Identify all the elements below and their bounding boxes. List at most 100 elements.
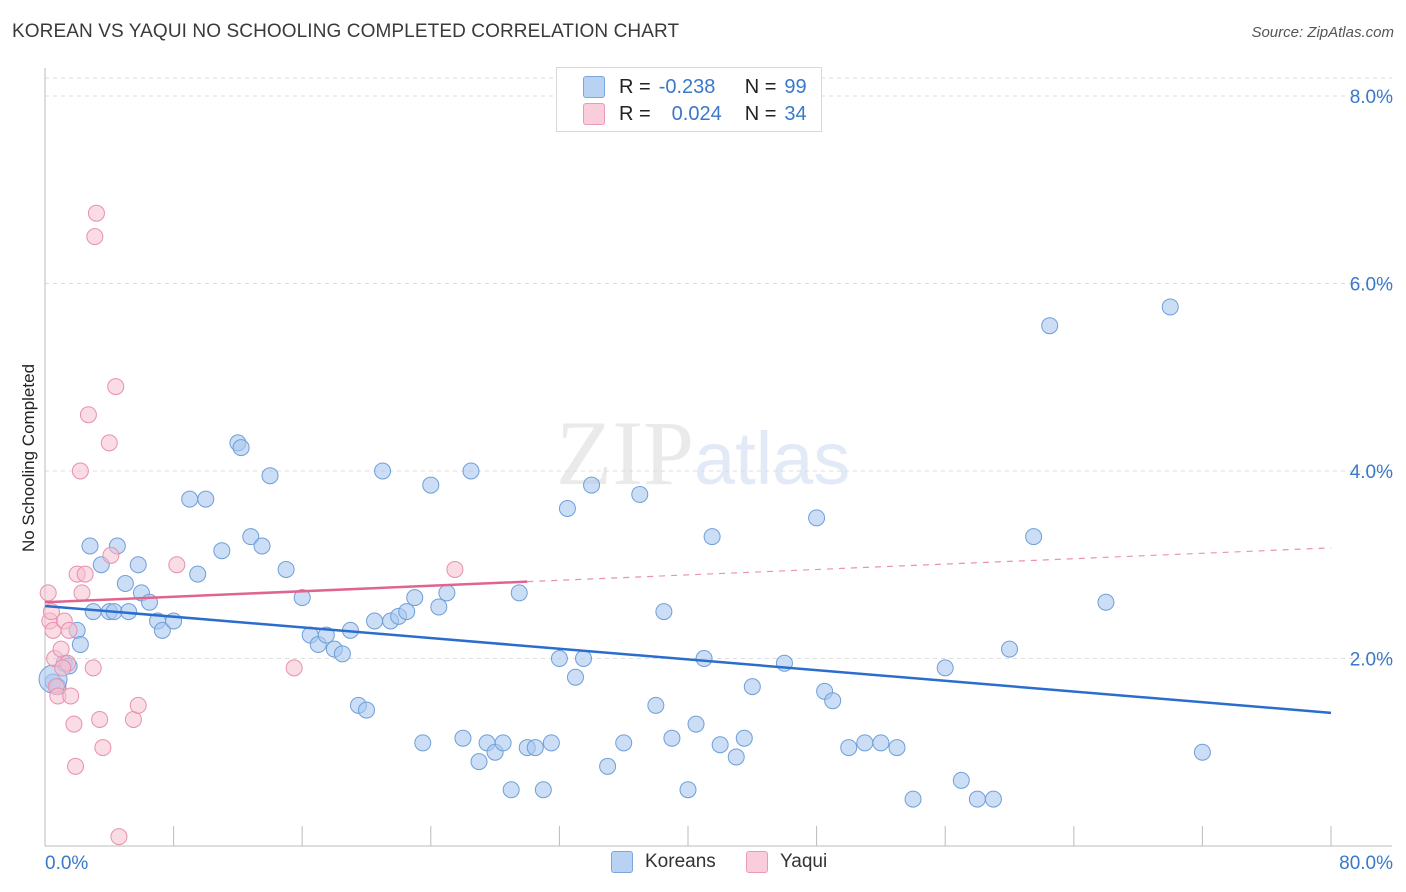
yaqui-point: [73, 584, 91, 602]
korean-point: [232, 439, 250, 457]
korean-point: [438, 584, 456, 602]
korean-point: [293, 589, 311, 607]
korean-point: [534, 781, 552, 799]
korean-point: [687, 715, 705, 733]
korean-point: [502, 781, 520, 799]
korean-point: [358, 701, 375, 719]
legend-swatch-koreans: [611, 851, 633, 873]
legend-r-value: -0.238: [658, 75, 716, 98]
y-tick-label: 6.0%: [1350, 275, 1393, 296]
korean-point: [679, 781, 697, 799]
korean-point: [317, 626, 335, 644]
korean-point: [808, 509, 826, 527]
korean-point: [333, 645, 351, 663]
yaqui-point: [285, 659, 303, 677]
y-tick-label: 8.0%: [1350, 87, 1393, 108]
korean-point: [872, 734, 890, 752]
yaqui-point: [102, 546, 120, 564]
korean-point: [631, 485, 649, 503]
legend-r-label: R =: [619, 102, 651, 125]
korean-point: [422, 476, 440, 494]
korean-point: [655, 603, 673, 621]
korean-point: [462, 462, 480, 480]
korean-point: [253, 537, 271, 555]
korean-point: [735, 729, 753, 747]
watermark-atlas: atlas: [694, 417, 851, 500]
korean-point: [71, 635, 89, 653]
korean-point: [1001, 640, 1018, 658]
legend-r-label: R =: [619, 75, 651, 98]
watermark: ZIPatlas: [556, 400, 850, 506]
yaqui-point: [446, 560, 464, 578]
korean-point: [494, 734, 512, 752]
korean-point: [406, 589, 424, 607]
korean-point: [1097, 593, 1115, 611]
yaqui-point: [71, 462, 89, 480]
yaqui-trend-extension: [527, 547, 1332, 583]
legend-swatch-yaqui: [746, 851, 768, 873]
korean-point: [197, 490, 215, 508]
korean-trend-line: [44, 604, 1332, 715]
korean-point: [856, 734, 874, 752]
korean-point: [968, 790, 986, 808]
legend-label-koreans: Koreans: [645, 851, 716, 872]
legend-r-value: 0.024: [671, 102, 722, 125]
korean-point: [542, 734, 560, 752]
korean-point: [575, 650, 593, 667]
korean-point: [936, 659, 954, 677]
series-legend: Koreans Yaqui: [0, 851, 1406, 879]
yaqui-point: [110, 828, 128, 846]
korean-point: [510, 584, 528, 602]
legend-swatch-koreans: [583, 76, 605, 98]
korean-point: [261, 467, 279, 485]
korean-point: [550, 650, 568, 667]
yaqui-point: [76, 565, 94, 583]
korean-point: [558, 500, 576, 517]
korean-point: [711, 736, 729, 754]
korean-point: [1161, 298, 1179, 316]
legend-row-yaqui: R = 0.024 N = 34: [583, 100, 807, 128]
korean-point: [984, 790, 1002, 808]
chart-title: KOREAN VS YAQUI NO SCHOOLING COMPLETED C…: [12, 21, 680, 42]
korean-point: [153, 621, 171, 639]
korean-point: [727, 748, 745, 766]
yaqui-point: [94, 739, 112, 757]
yaqui-point: [129, 696, 147, 714]
korean-point: [566, 668, 584, 686]
korean-point: [189, 565, 207, 583]
yaqui-point: [84, 659, 102, 677]
yaqui-point: [168, 556, 186, 574]
korean-point: [430, 598, 448, 616]
korean-point: [81, 537, 99, 555]
yaqui-point: [39, 584, 57, 602]
korean-point: [840, 739, 858, 757]
korean-point: [366, 612, 384, 630]
yaqui-point: [87, 204, 105, 222]
korean-point: [904, 790, 922, 808]
korean-point: [470, 753, 488, 771]
korean-point: [1041, 317, 1059, 335]
korean-point: [743, 678, 761, 696]
legend-n-value: 34: [784, 102, 807, 125]
korean-point: [888, 739, 906, 757]
legend-swatch-yaqui: [583, 103, 605, 125]
korean-point: [181, 490, 199, 508]
y-tick-label: 4.0%: [1350, 462, 1393, 483]
korean-point: [615, 734, 633, 752]
korean-point: [599, 757, 617, 775]
korean-point: [1193, 743, 1211, 761]
korean-point: [703, 528, 721, 546]
yaqui-point: [67, 757, 85, 775]
yaqui-point: [79, 406, 97, 424]
legend-label-yaqui: Yaqui: [780, 851, 828, 872]
korean-point: [583, 476, 601, 494]
yaqui-point: [60, 621, 78, 639]
korean-point: [663, 729, 681, 747]
korean-point: [414, 734, 432, 752]
y-tick-label: 2.0%: [1350, 650, 1393, 671]
korean-point: [116, 575, 134, 592]
legend-n-value: 99: [784, 75, 807, 98]
korean-point: [695, 650, 713, 667]
yaqui-point: [54, 659, 72, 677]
yaqui-point: [65, 715, 83, 733]
